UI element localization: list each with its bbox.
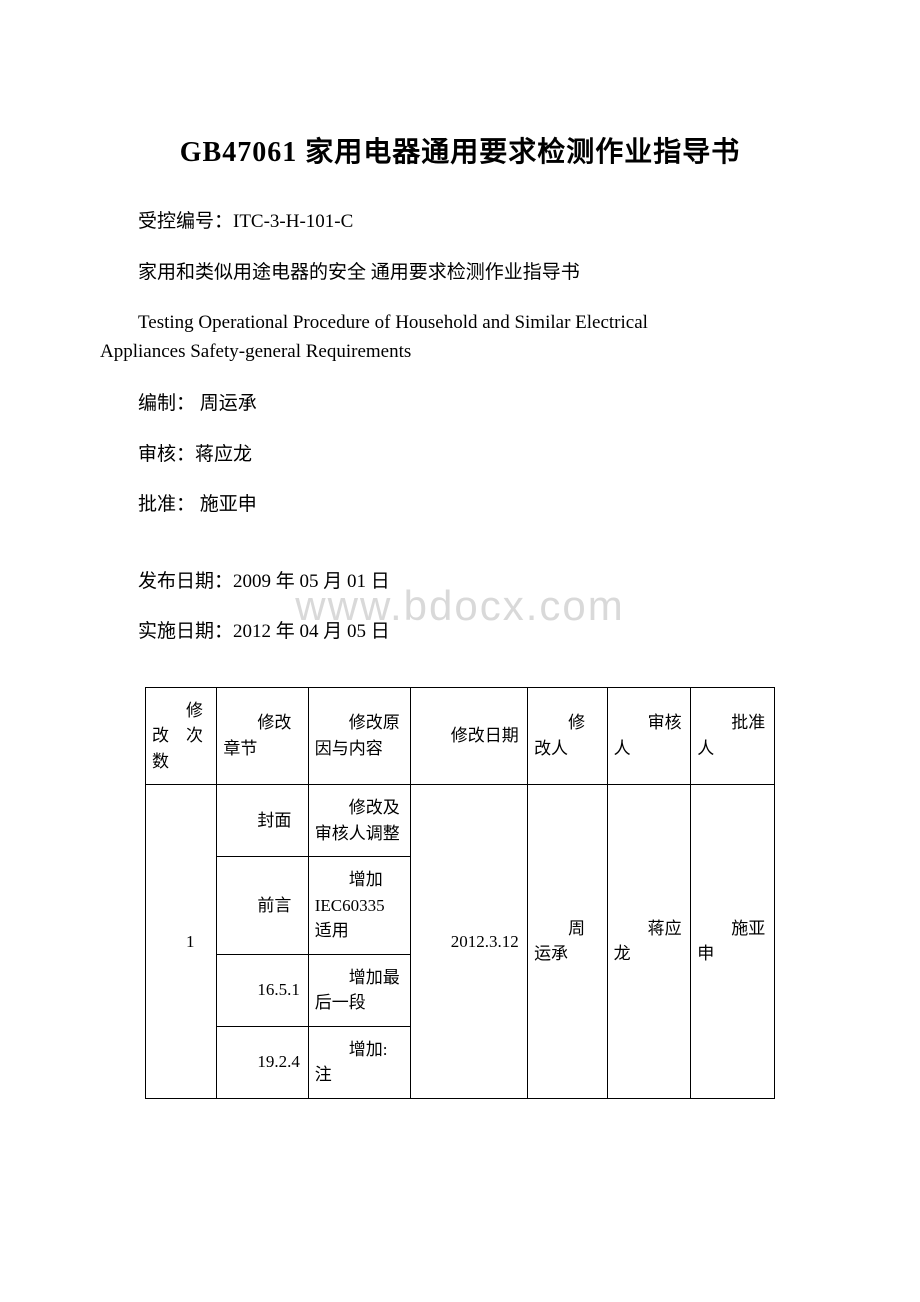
effective-date: 实施日期：2012 年 04 月 05 日 (100, 618, 820, 647)
cell-approver: 施亚申 (691, 785, 775, 1099)
cell-date: 2012.3.12 (410, 785, 527, 1099)
subtitle-english-line1: Testing Operational Procedure of Househo… (100, 309, 820, 338)
header-revision-number: 修改 次数 (146, 687, 217, 785)
cell-content: 增加:注 (308, 1026, 410, 1098)
cell-content: 修改及审核人调整 (308, 785, 410, 857)
header-modifier: 修改人 (528, 687, 608, 785)
reviewer-line: 审核：蒋应龙 (100, 441, 820, 470)
approver-line: 批准： 施亚申 (100, 491, 820, 520)
header-approver: 批准人 (691, 687, 775, 785)
revision-table-wrap: 修改 次数 修改章节 修改原因与内容 修改日期 修改人 审核人 批准人 1 封面… (100, 687, 820, 1099)
cell-chapter: 前言 (217, 857, 308, 955)
header-reason: 修改原因与内容 (308, 687, 410, 785)
cell-content: 增加最后一段 (308, 954, 410, 1026)
cell-reviewer: 蒋应龙 (607, 785, 691, 1099)
cell-chapter: 16.5.1 (217, 954, 308, 1026)
header-date: 修改日期 (410, 687, 527, 785)
publish-date: 发布日期：2009 年 05 月 01 日 (100, 568, 820, 597)
cell-content: 增加IEC60335 适用 (308, 857, 410, 955)
cell-revision-number: 1 (146, 785, 217, 1099)
header-chapter: 修改章节 (217, 687, 308, 785)
author-line: 编制： 周运承 (100, 390, 820, 419)
cell-chapter: 封面 (217, 785, 308, 857)
control-number: 受控编号：ITC-3-H-101-C (100, 208, 820, 237)
subtitle-english: Testing Operational Procedure of Househo… (100, 309, 820, 366)
subtitle-chinese: 家用和类似用途电器的安全 通用要求检测作业指导书 (100, 259, 820, 288)
table-row: 1 封面 修改及审核人调整 2012.3.12 周运承 蒋应龙 施亚申 (146, 785, 775, 857)
header-reviewer: 审核人 (607, 687, 691, 785)
cell-modifier: 周运承 (528, 785, 608, 1099)
document-title: GB47061 家用电器通用要求检测作业指导书 (100, 130, 820, 170)
cell-chapter: 19.2.4 (217, 1026, 308, 1098)
table-header-row: 修改 次数 修改章节 修改原因与内容 修改日期 修改人 审核人 批准人 (146, 687, 775, 785)
revision-table: 修改 次数 修改章节 修改原因与内容 修改日期 修改人 审核人 批准人 1 封面… (145, 687, 775, 1099)
subtitle-english-line2: Appliances Safety-general Requirements (100, 341, 411, 362)
